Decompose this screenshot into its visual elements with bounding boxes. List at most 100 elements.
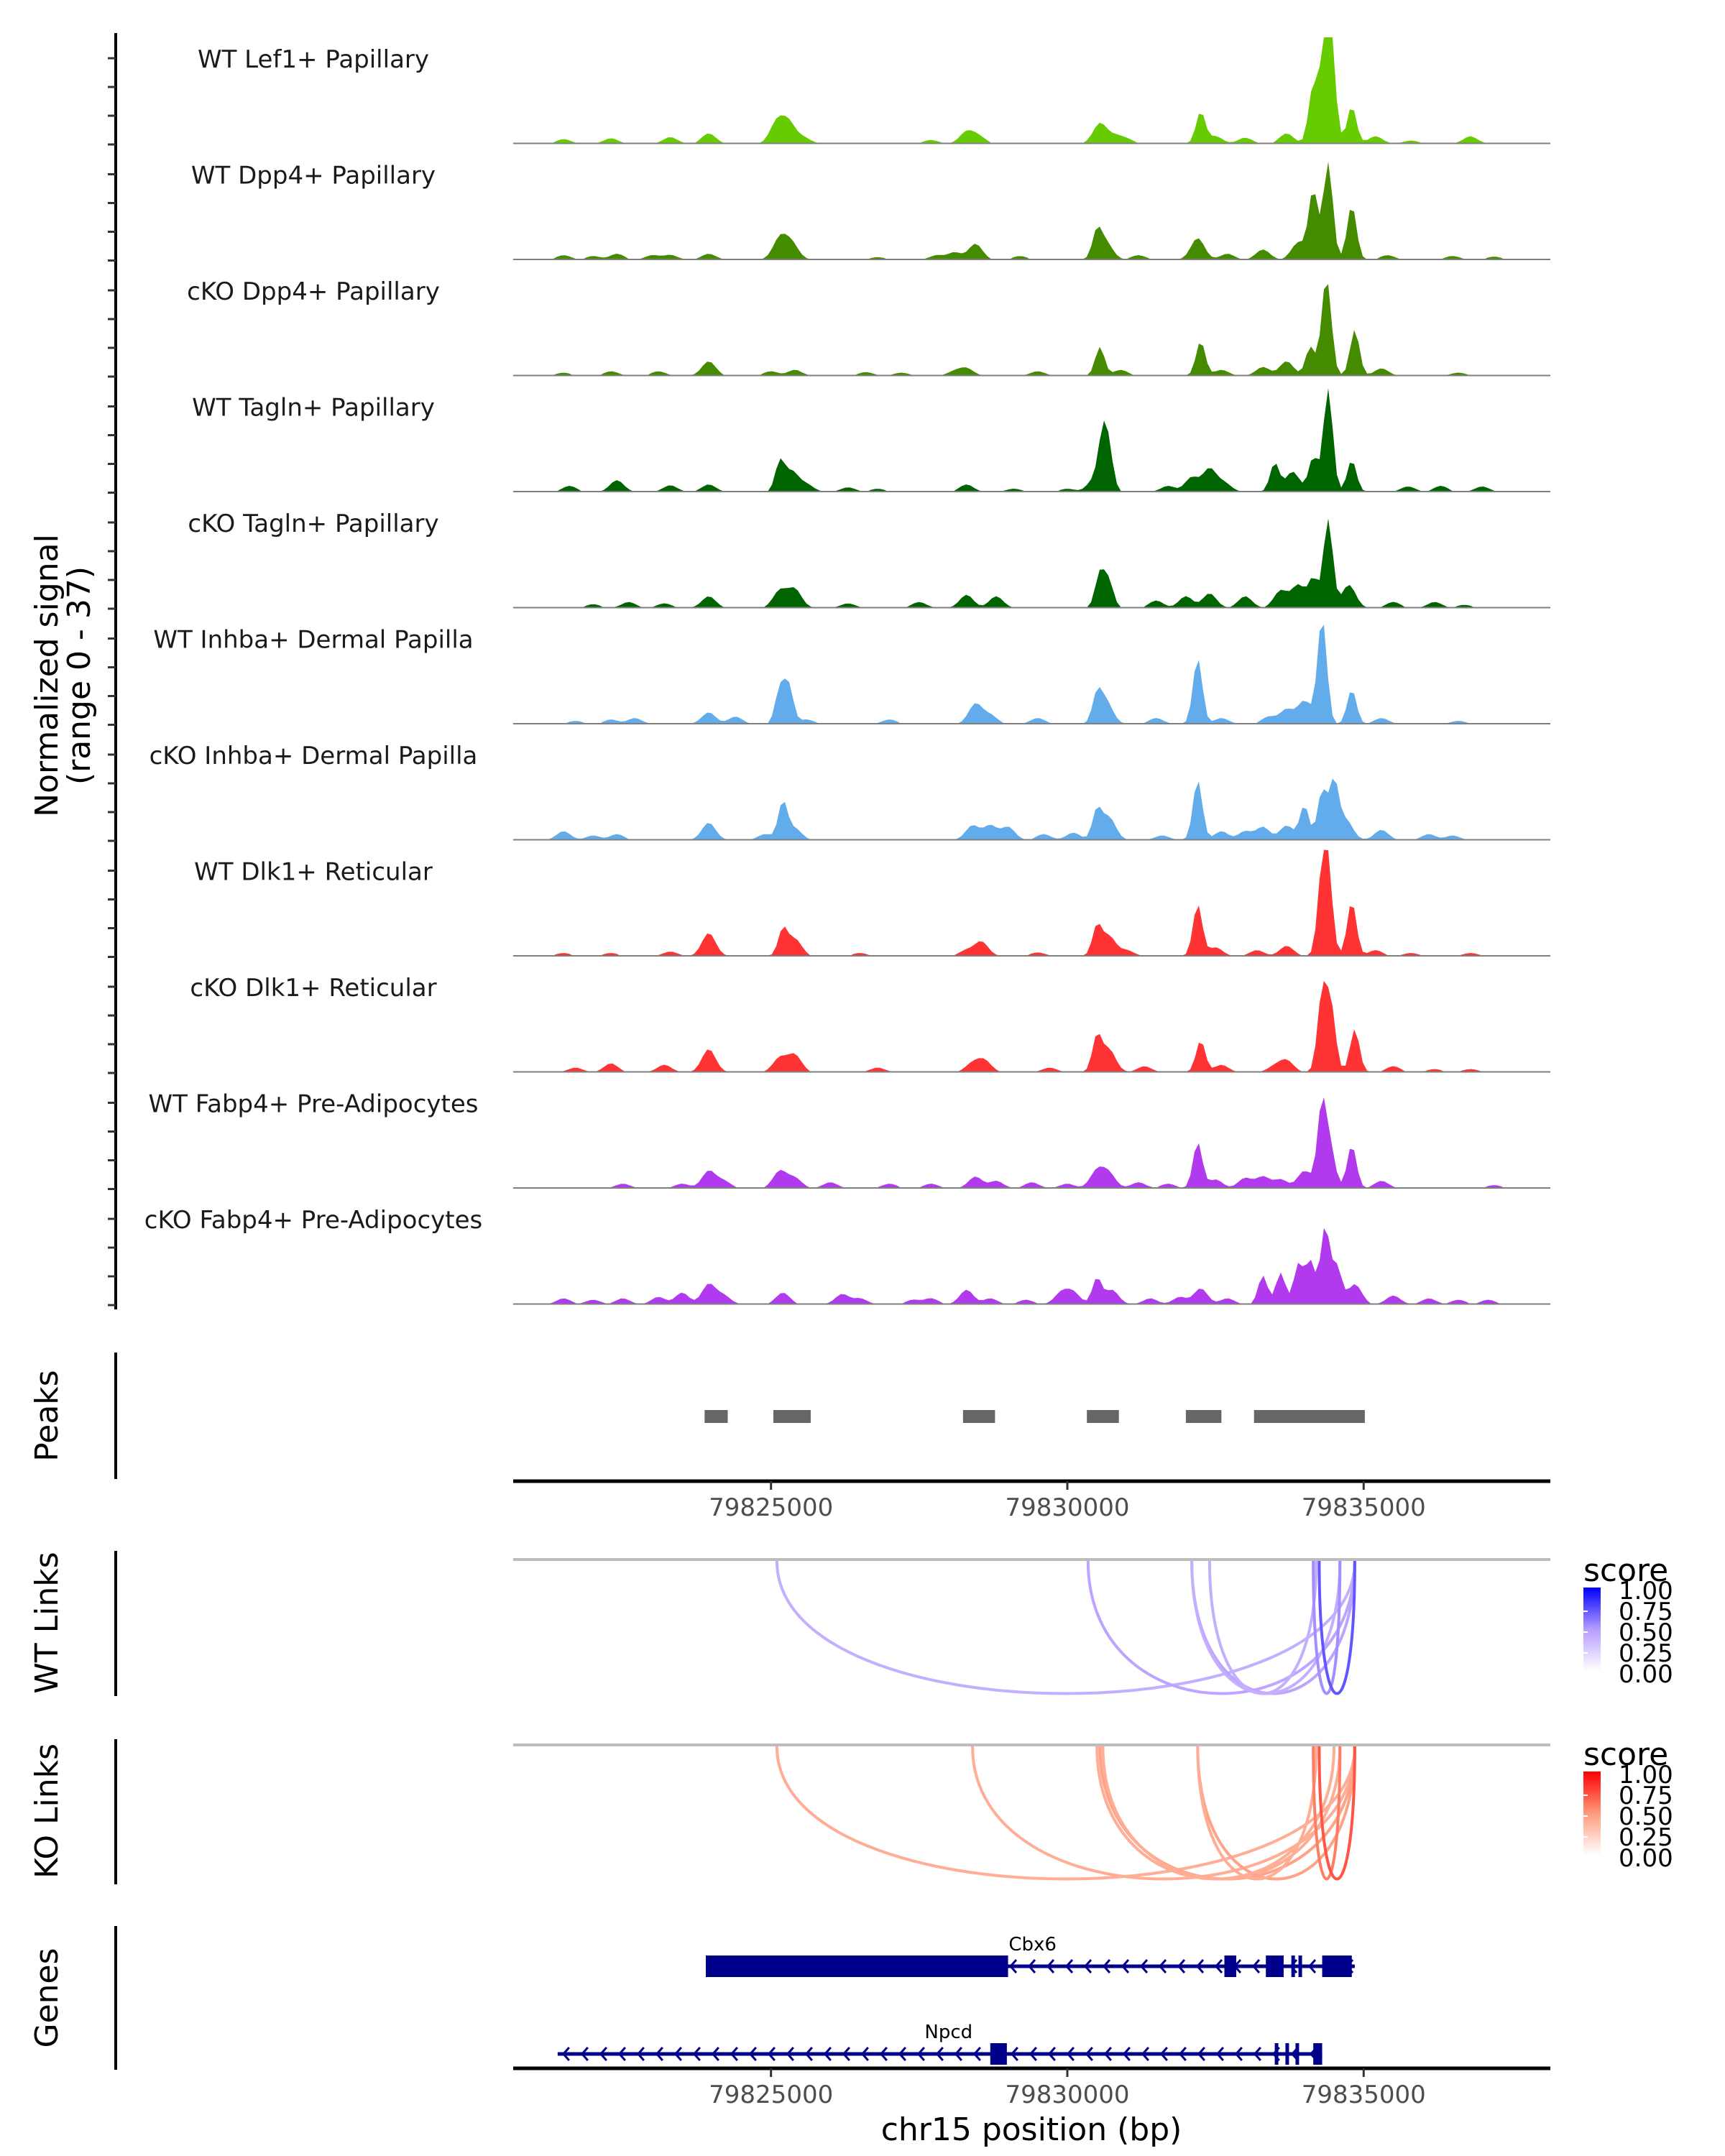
coverage-area xyxy=(513,37,1550,144)
genes-track: Cbx6 Npcd xyxy=(557,1934,1355,2065)
link-arc xyxy=(775,1560,1356,1695)
strand-arrow-icon xyxy=(711,2047,719,2061)
coverage-area xyxy=(513,625,1550,724)
link-arc xyxy=(1208,1560,1318,1695)
strand-arrow-icon xyxy=(804,2047,813,2061)
strand-arrow-icon xyxy=(580,2047,589,2061)
strand-arrow-icon xyxy=(935,2047,944,2061)
x-tick-label: 79825000 xyxy=(709,1493,833,1522)
strand-arrow-icon xyxy=(954,2047,962,2061)
strand-arrow-icon xyxy=(1008,1959,1018,1973)
strand-arrow-icon xyxy=(1066,2047,1075,2061)
x-tick-label: 79835000 xyxy=(1302,1493,1426,1522)
x-tick-label: 79830000 xyxy=(1005,2081,1129,2109)
legend-tick-label: 0.25 xyxy=(1619,1639,1673,1668)
coverage-area xyxy=(513,284,1550,376)
strand-arrow-icon xyxy=(842,2047,850,2061)
strand-arrow-icon xyxy=(879,2047,888,2061)
wt-links-track-label: WT Links xyxy=(29,1552,65,1693)
coverage-track-label: cKO Inhba+ Dermal Papilla xyxy=(150,742,478,770)
wt-legend-title: score xyxy=(1583,1552,1668,1589)
strand-arrow-icon xyxy=(1159,2047,1168,2061)
coverage-area xyxy=(513,388,1550,492)
coverage-track: cKO Dpp4+ Papillary xyxy=(187,277,1550,377)
coverage-track: WT Fabp4+ Pre-Adipocytes xyxy=(149,1090,1550,1189)
legend-tick-label: 0.75 xyxy=(1619,1598,1673,1626)
genes-track-label: Genes xyxy=(29,1948,65,2047)
coverage-track: WT Lef1+ Papillary xyxy=(198,37,1550,144)
link-arc xyxy=(1317,1560,1356,1695)
strand-arrow-icon xyxy=(1215,2047,1224,2061)
strand-arrow-icon xyxy=(673,2047,682,2061)
strand-arrow-icon xyxy=(1064,1959,1074,1973)
ko-legend-colorbar xyxy=(1583,1772,1601,1855)
strand-arrow-icon xyxy=(1085,2047,1093,2061)
gene-exon xyxy=(1313,2043,1322,2065)
coverage-ylabel-line1: Normalized signal xyxy=(29,534,65,817)
coverage-track: cKO Tagln+ Papillary xyxy=(188,510,1550,609)
strand-arrow-icon xyxy=(767,2047,776,2061)
strand-arrow-icon xyxy=(1177,1959,1186,1973)
strand-arrow-icon xyxy=(1234,2047,1243,2061)
genes-x-ticks: 79825000 79830000 79835000 xyxy=(709,2068,1426,2109)
strand-arrow-icon xyxy=(1253,2047,1261,2061)
strand-arrow-icon xyxy=(1141,2047,1149,2061)
link-arc xyxy=(1317,1746,1356,1881)
strand-arrow-icon xyxy=(1047,2047,1056,2061)
strand-arrow-icon xyxy=(692,2047,701,2061)
ko-legend-title: score xyxy=(1583,1736,1668,1773)
coverage-track-label: WT Fabp4+ Pre-Adipocytes xyxy=(149,1090,479,1119)
strand-arrow-icon xyxy=(860,2047,869,2061)
strand-arrow-icon xyxy=(748,2047,757,2061)
strand-arrow-icon xyxy=(1103,2047,1112,2061)
coverage-area xyxy=(513,849,1550,956)
wt-legend-colorbar xyxy=(1583,1588,1601,1671)
coverage-track: WT Dlk1+ Reticular xyxy=(194,849,1550,957)
peak-region xyxy=(1254,1410,1365,1423)
gene-exon xyxy=(1274,2043,1279,2065)
peaks-x-ticks: 79825000 79830000 79835000 xyxy=(709,1481,1426,1522)
coverage-track-label: cKO Dpp4+ Papillary xyxy=(187,277,440,306)
gene-exon xyxy=(1291,1955,1295,1977)
coverage-track: WT Tagln+ Papillary xyxy=(192,388,1550,492)
gene-model: Npcd xyxy=(557,2022,1322,2065)
peak-region xyxy=(704,1410,728,1423)
strand-arrow-icon xyxy=(823,2047,832,2061)
strand-arrow-icon xyxy=(1307,1959,1317,1973)
peak-region xyxy=(962,1410,995,1423)
strand-arrow-icon xyxy=(786,2047,794,2061)
coverage-track-label: WT Tagln+ Papillary xyxy=(192,394,435,423)
ko-links-legend: score 1.000.750.500.250.00 xyxy=(1583,1736,1673,1873)
ko-links-track-label: KO Links xyxy=(29,1743,65,1879)
legend-tick-label: 0.50 xyxy=(1619,1802,1673,1831)
link-arc xyxy=(1312,1746,1342,1881)
coverage-track: cKO Fabp4+ Pre-Adipocytes xyxy=(144,1206,1550,1305)
coverage-track-label: WT Inhba+ Dermal Papilla xyxy=(153,626,473,655)
legend-tick-label: 1.00 xyxy=(1619,1761,1673,1789)
coverage-track-label: WT Dpp4+ Papillary xyxy=(191,162,436,190)
coverage-area xyxy=(513,1227,1550,1304)
x-tick-label: 79830000 xyxy=(1005,1493,1129,1522)
x-tick-label: 79825000 xyxy=(709,2081,833,2109)
strand-arrow-icon xyxy=(730,2047,738,2061)
strand-arrow-icon xyxy=(1195,1959,1205,1973)
coverage-area xyxy=(513,980,1550,1072)
wt-links-legend: score 1.000.750.500.250.00 xyxy=(1583,1552,1673,1689)
strand-arrow-icon xyxy=(599,2047,607,2061)
strand-arrow-icon xyxy=(1027,1959,1036,1973)
gene-exon xyxy=(1295,2043,1300,2065)
gene-exon xyxy=(705,1955,1008,1977)
gene-exon xyxy=(1322,1955,1352,1977)
gene-exon xyxy=(1224,1955,1236,1977)
strand-arrow-icon xyxy=(1046,1959,1055,1973)
link-arc xyxy=(1196,1746,1318,1881)
coverage-ylabel-line2: (range 0 - 37) xyxy=(61,566,98,785)
gene-name-label: Cbx6 xyxy=(1008,1934,1057,1955)
coverage-track-label: WT Lef1+ Papillary xyxy=(198,45,429,74)
coverage-track-label: cKO Tagln+ Papillary xyxy=(188,510,438,538)
wt-links-track xyxy=(775,1560,1356,1695)
peaks-track xyxy=(704,1410,1365,1423)
gene-exon xyxy=(1298,1955,1302,1977)
coverage-track-label: cKO Fabp4+ Pre-Adipocytes xyxy=(144,1206,483,1235)
strand-arrow-icon xyxy=(898,2047,906,2061)
